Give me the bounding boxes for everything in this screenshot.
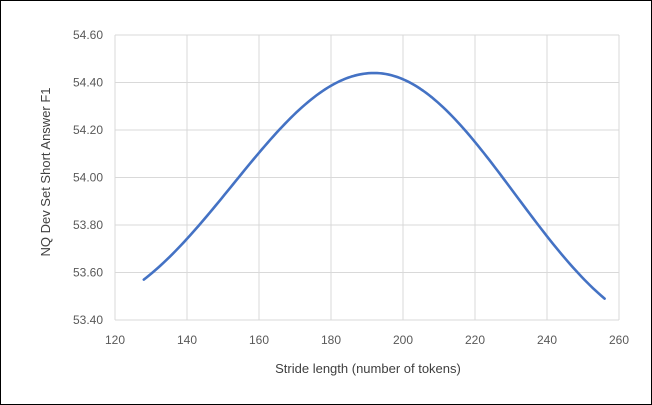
- series-line: [142, 71, 606, 300]
- y-axis-ticks: 53.40 53.60 53.80 54.00 54.20 54.40 54.60: [73, 28, 103, 327]
- y-tick-label: 53.60: [73, 266, 103, 280]
- x-axis-label: Stride length (number of tokens): [275, 361, 461, 376]
- x-tick-label: 120: [105, 333, 125, 347]
- y-tick-label: 54.40: [73, 76, 103, 90]
- x-tick-label: 260: [609, 333, 629, 347]
- y-tick-label: 53.40: [73, 313, 103, 327]
- y-axis-label: NQ Dev Set Short Answer F1: [38, 87, 53, 256]
- y-tick-label: 54.20: [73, 123, 103, 137]
- x-tick-label: 220: [465, 333, 485, 347]
- y-tick-label: 53.80: [73, 218, 103, 232]
- gridlines: [114, 34, 620, 321]
- y-tick-label: 54.60: [73, 28, 103, 42]
- x-tick-label: 200: [393, 333, 413, 347]
- y-tick-label: 54.00: [73, 171, 103, 185]
- x-tick-label: 160: [249, 333, 269, 347]
- x-tick-label: 240: [537, 333, 557, 347]
- x-tick-label: 180: [321, 333, 341, 347]
- x-axis-ticks: 120 140 160 180 200 220 240 260: [105, 333, 629, 347]
- x-tick-label: 140: [177, 333, 197, 347]
